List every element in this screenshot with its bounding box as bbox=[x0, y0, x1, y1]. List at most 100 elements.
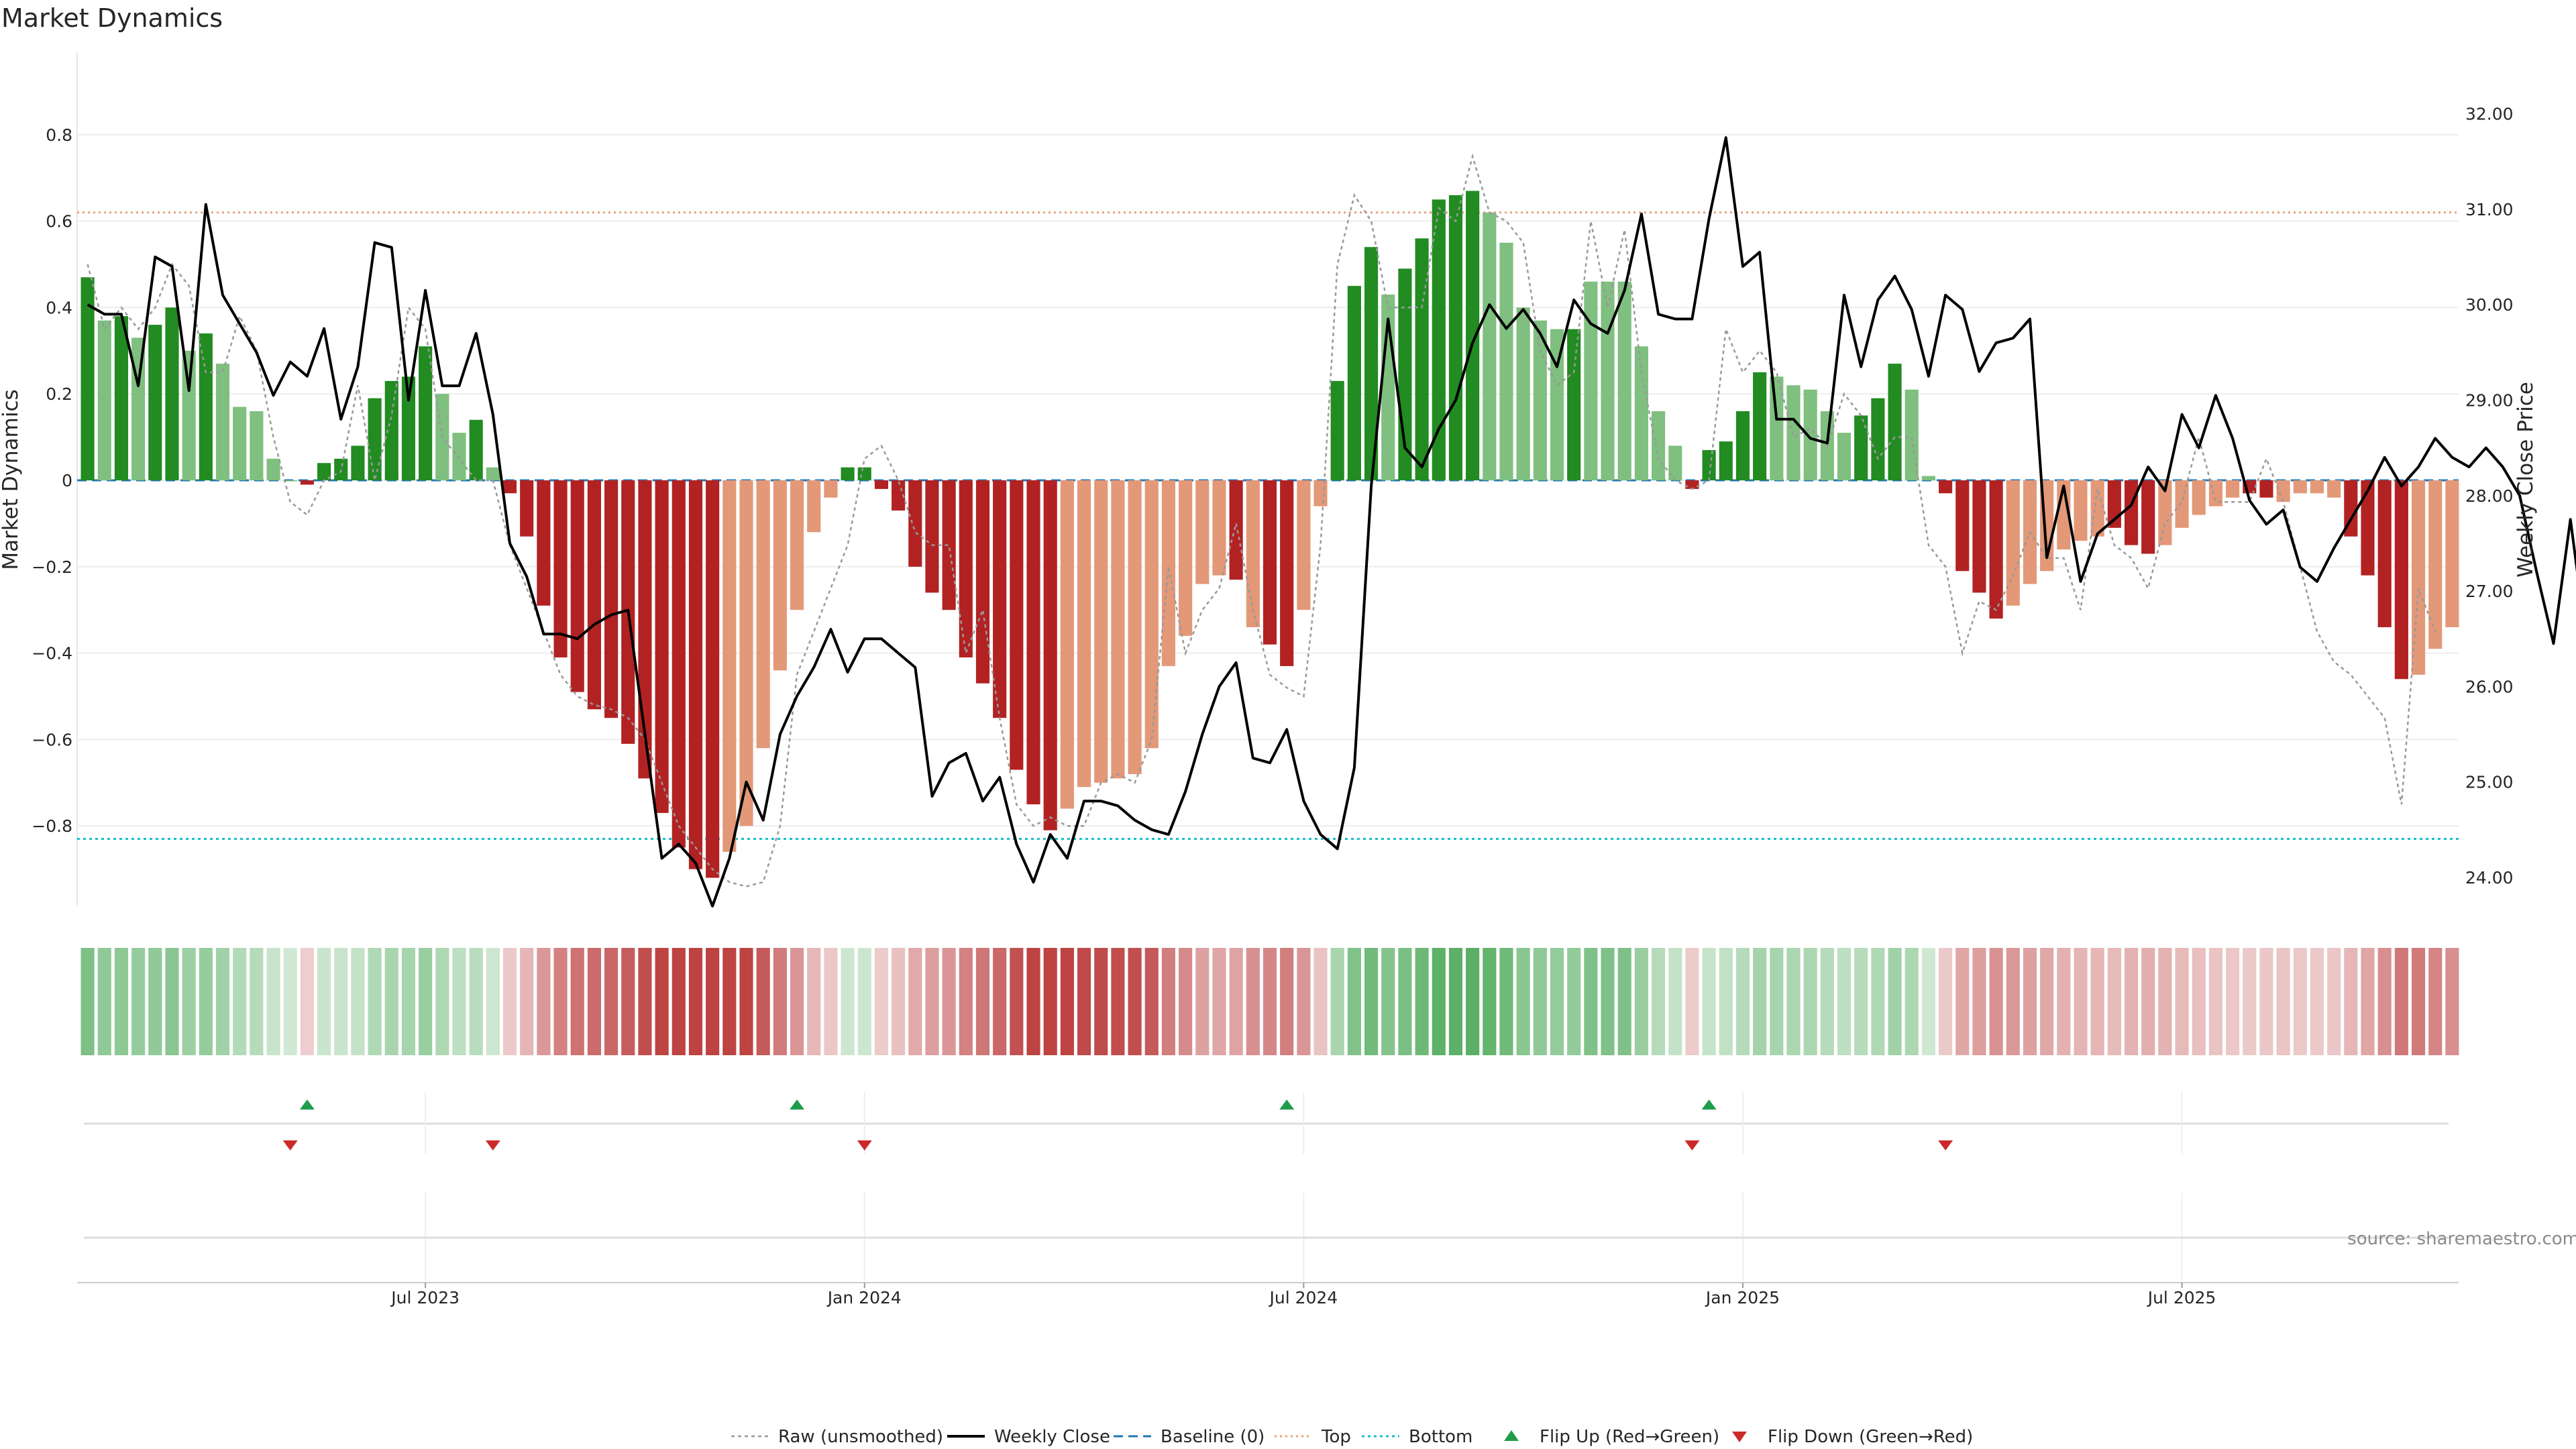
bar bbox=[384, 380, 398, 480]
y-tick-label: 0.8 bbox=[46, 125, 72, 145]
strip-cell bbox=[807, 948, 821, 1055]
strip-cell bbox=[857, 948, 871, 1055]
strip-cell bbox=[739, 948, 753, 1055]
strip-cell bbox=[570, 948, 584, 1055]
strip-cell bbox=[959, 948, 973, 1055]
strip-cell bbox=[1179, 948, 1193, 1055]
strip-cell bbox=[114, 948, 129, 1055]
bar bbox=[1668, 445, 1682, 480]
bar bbox=[114, 316, 129, 480]
bar bbox=[1246, 480, 1260, 627]
strip-cell bbox=[1229, 948, 1243, 1055]
bar bbox=[2006, 480, 2020, 606]
bar bbox=[419, 346, 433, 480]
strip-cell bbox=[1854, 948, 1868, 1055]
bar bbox=[1347, 286, 1361, 480]
bar bbox=[1786, 385, 1801, 480]
strip-cell bbox=[1313, 948, 1328, 1055]
strip-cell bbox=[334, 948, 348, 1055]
strip-cell bbox=[553, 948, 568, 1055]
bar bbox=[1567, 329, 1581, 480]
strip-cell bbox=[688, 948, 703, 1055]
legend-weekly-close-label: Weekly Close bbox=[994, 1427, 1110, 1447]
bar bbox=[2428, 480, 2443, 649]
strip-cell bbox=[975, 948, 990, 1055]
bar bbox=[2090, 480, 2104, 537]
strip-cell bbox=[706, 948, 720, 1055]
flip-down-marker bbox=[857, 1140, 872, 1150]
bar bbox=[925, 480, 939, 593]
bar bbox=[1803, 389, 1817, 480]
bar bbox=[1263, 480, 1277, 645]
legend: Raw (unsmoothed) Weekly Close Baseline (0)… bbox=[731, 1427, 1973, 1447]
bar bbox=[2344, 480, 2358, 537]
strip-cell bbox=[1803, 948, 1817, 1055]
bar bbox=[756, 480, 770, 749]
strip-cell bbox=[1939, 948, 1953, 1055]
strip-cell bbox=[621, 948, 635, 1055]
strip-cell bbox=[722, 948, 737, 1055]
flip-markers bbox=[282, 1099, 1953, 1150]
flip-up-marker bbox=[299, 1099, 315, 1110]
bar bbox=[368, 398, 382, 480]
y-tick-label: 0 bbox=[62, 471, 72, 490]
strip-cell bbox=[1060, 948, 1074, 1055]
bar bbox=[841, 467, 855, 480]
bar bbox=[892, 480, 906, 511]
strip-cell bbox=[266, 948, 280, 1055]
bar bbox=[1144, 480, 1159, 749]
strip-cell bbox=[317, 948, 331, 1055]
strip-cell bbox=[1753, 948, 1767, 1055]
strip-cell bbox=[1128, 948, 1142, 1055]
strip-cell bbox=[2023, 948, 2037, 1055]
bar bbox=[283, 480, 297, 482]
strip-cell bbox=[2293, 948, 2307, 1055]
strip-cell bbox=[2040, 948, 2054, 1055]
bar bbox=[1921, 476, 1935, 480]
strip-cell bbox=[1026, 948, 1040, 1055]
bar bbox=[452, 433, 466, 480]
bar bbox=[182, 350, 196, 480]
strip-cell bbox=[1685, 948, 1699, 1055]
x-tick-label: Jul 2023 bbox=[390, 1288, 460, 1307]
flip-down-marker bbox=[282, 1140, 298, 1150]
bar bbox=[1179, 480, 1193, 636]
bar bbox=[1432, 199, 1446, 480]
strip-cell bbox=[1516, 948, 1530, 1055]
bar bbox=[1297, 480, 1311, 610]
bar bbox=[1330, 380, 1344, 480]
bar bbox=[1972, 480, 1986, 593]
strip-cell bbox=[1888, 948, 1902, 1055]
bar bbox=[874, 480, 888, 489]
bar bbox=[908, 480, 922, 567]
bar bbox=[587, 480, 601, 710]
strip-cell bbox=[1871, 948, 1885, 1055]
bar bbox=[959, 480, 973, 658]
strip-cell bbox=[1719, 948, 1733, 1055]
bar bbox=[1601, 281, 1615, 480]
bar bbox=[1888, 364, 1902, 480]
strip-cell bbox=[2428, 948, 2443, 1055]
bar bbox=[1448, 195, 1463, 480]
strip-cell bbox=[1297, 948, 1311, 1055]
bar bbox=[2276, 480, 2290, 502]
weekly-close-line bbox=[87, 136, 2576, 908]
bar bbox=[97, 320, 111, 480]
y-tick-label: −0.8 bbox=[32, 816, 72, 836]
strip-cell bbox=[1735, 948, 1750, 1055]
strip-cell bbox=[537, 948, 551, 1055]
legend-flip-down-swatch bbox=[1732, 1432, 1747, 1442]
bar bbox=[1955, 480, 1970, 572]
bar bbox=[1550, 329, 1564, 480]
bar bbox=[2226, 480, 2240, 498]
bar bbox=[1026, 480, 1040, 804]
bar bbox=[2327, 480, 2341, 498]
strip-cell bbox=[756, 948, 770, 1055]
strip-cell bbox=[199, 948, 213, 1055]
flip-down-marker bbox=[1938, 1140, 1953, 1150]
bar bbox=[1415, 238, 1429, 480]
bar bbox=[148, 325, 162, 480]
flip-up-marker bbox=[1701, 1099, 1717, 1110]
strip-cell bbox=[97, 948, 111, 1055]
chart-title: Market Dynamics bbox=[1, 3, 223, 33]
